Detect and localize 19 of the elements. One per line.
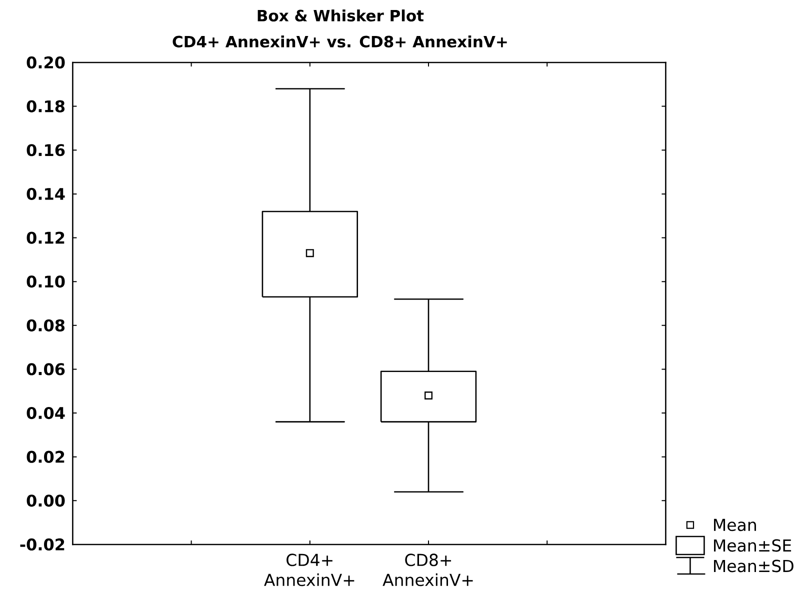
x-tick-label: CD4+ AnnexinV+ [264,554,354,586]
y-tick-label: 0.10 [26,276,65,288]
y-tick-label: 0.08 [26,319,65,332]
text: Mean±SD [714,560,794,572]
y-tick-label: 0.06 [26,363,65,376]
y-tick-label: 0.18 [26,100,65,112]
y-tick-label: 0.12 [26,232,64,244]
y-tick-label: -0.02 [20,538,64,551]
y-tick-label: 0.20 [26,56,65,69]
y-tick-label: 0.14 [26,188,65,200]
y-tick-label: 0.04 [26,406,65,420]
chart-title: Box & Whisker Plot [258,9,424,22]
y-tick-label: 0.02 [26,450,64,463]
y-tick-label: 0.16 [26,144,65,156]
y-tick-label: 0.00 [26,494,65,507]
chart-subtitle: CD4+ AnnexinV+ vs. CD8+ AnnexinV+ [172,35,507,48]
text: Mean [714,518,756,532]
text: Mean±SE [714,539,792,552]
x-tick-label: CD8+ AnnexinV+ [382,554,473,586]
